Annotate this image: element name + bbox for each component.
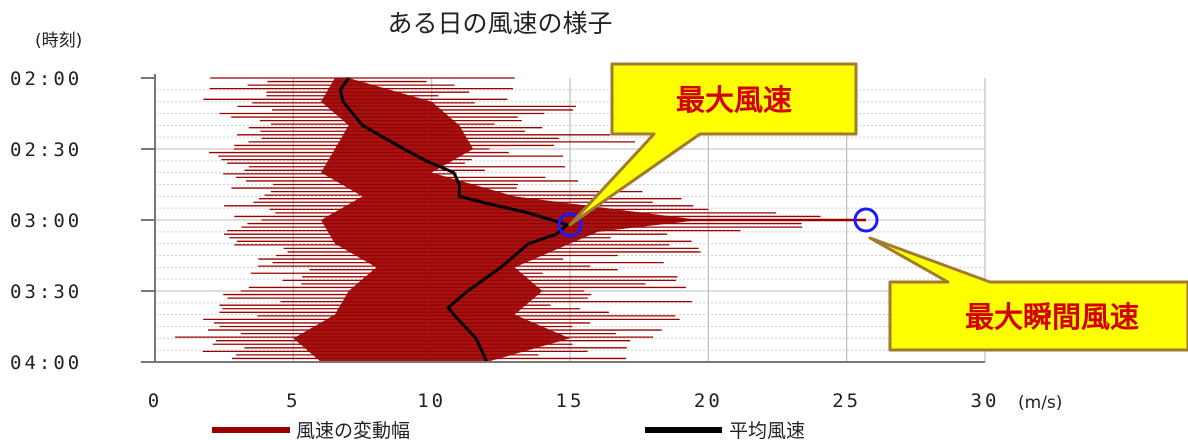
y-tick-label: 03:00 [10, 210, 82, 232]
x-tick-label: 10 [417, 390, 446, 412]
y-tick-labels: 02:00 02:30 03:00 03:30 04:00 [10, 68, 82, 374]
chart-title: ある日の風速の様子 [387, 9, 612, 38]
x-tick-label: 20 [694, 390, 723, 412]
callout-max-gust: 最大瞬間風速 [868, 236, 1188, 352]
mean-wind-line [338, 77, 571, 363]
callout-box-max-wind [568, 62, 858, 227]
wind-variation-band [175, 77, 841, 363]
max-wind-marker [557, 212, 583, 238]
legend: 風速の変動幅 平均風速 [212, 420, 805, 440]
y-tick-label: 03:30 [10, 281, 82, 303]
x-tick-label: 0 [148, 390, 162, 412]
callout-label-max-gust: 最大瞬間風速 [965, 300, 1139, 334]
x-tick-labels: 0 5 10 15 20 25 30 [148, 390, 1000, 412]
x-tick-label: 30 [971, 390, 1000, 412]
callout-box-max-gust [868, 236, 1188, 352]
legend-label-range: 風速の変動幅 [296, 420, 410, 440]
wind-range-core [293, 78, 701, 362]
y-tick-label: 02:30 [10, 139, 82, 161]
x-tick-label: 25 [832, 390, 861, 412]
callout-max-wind: 最大風速 [568, 62, 858, 227]
x-tick-label: 5 [286, 390, 300, 412]
axes [141, 74, 985, 363]
y-tick-label: 02:00 [10, 68, 82, 90]
x-axis-unit: (m/s) [1018, 393, 1062, 413]
y-tick-label: 04:00 [10, 352, 82, 374]
legend-label-mean: 平均風速 [729, 420, 805, 440]
x-tick-label: 15 [556, 390, 585, 412]
y-axis-label: (時刻) [35, 31, 82, 51]
callout-label-max-wind: 最大風速 [676, 83, 792, 117]
max-gust-marker [853, 207, 879, 233]
plot-overlay [338, 77, 879, 363]
